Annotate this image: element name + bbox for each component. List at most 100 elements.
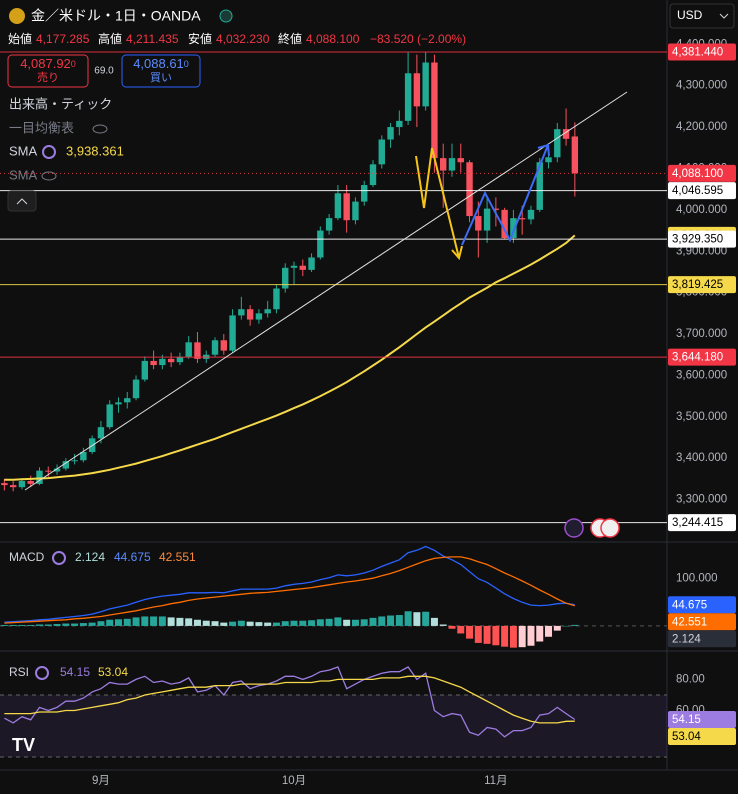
candle-body: [211, 340, 219, 355]
indicator-line: [4, 556, 575, 624]
histogram-bar: [211, 621, 219, 626]
histogram-bar: [281, 621, 289, 626]
settings-icon[interactable]: [52, 551, 66, 565]
settings-icon[interactable]: [35, 666, 49, 680]
indicator-legend: 一目均衡表: [9, 120, 74, 135]
histogram-bar: [62, 623, 70, 626]
drawn-zigzag: [461, 144, 549, 246]
ohlc-label: 始値: [8, 31, 32, 46]
price-tag-label: 4,046.595: [672, 185, 723, 197]
histogram-bar: [193, 619, 201, 626]
sell-price: 4,087.920: [20, 56, 76, 71]
candle-body: [317, 230, 324, 258]
ohlc-label: 安値: [188, 31, 212, 46]
price-tag-label: 4,088.100: [672, 168, 723, 180]
y-tick-label: 3,900.000: [676, 245, 727, 257]
hidden-icon[interactable]: [92, 124, 108, 134]
arrow-head: [537, 143, 550, 157]
histogram-bar: [562, 625, 570, 627]
candle-body: [255, 313, 263, 320]
drawn-zigzag: [415, 147, 460, 259]
candle-body: [510, 218, 517, 239]
legend-value: 53.04: [98, 665, 128, 679]
legend-value: 42.551: [159, 550, 196, 564]
change: −83.520 (−2.00%): [370, 32, 466, 46]
candle-body: [308, 257, 315, 270]
histogram-bar: [483, 625, 491, 644]
candle-body: [325, 218, 333, 231]
indicator-legend: SMA: [9, 143, 38, 158]
pip: 0: [71, 59, 76, 69]
histogram-bar: [334, 617, 342, 626]
histogram-bar: [422, 611, 430, 626]
x-tick-label: 11月: [484, 775, 507, 787]
histogram-bar: [430, 617, 438, 626]
logo: TV: [12, 735, 35, 755]
candle-body: [466, 162, 473, 217]
candle-body: [518, 218, 526, 220]
candle-body: [194, 342, 201, 359]
histogram-bar: [141, 616, 149, 626]
ohlc-value: 4,088.100: [306, 32, 360, 46]
histogram-bar: [18, 624, 26, 626]
pip: 0: [184, 59, 189, 69]
candle-body: [527, 209, 535, 220]
histogram-bar: [404, 611, 412, 626]
hidden-icon[interactable]: [41, 171, 57, 181]
x-tick-label: 10月: [282, 775, 306, 787]
symbol-title: 金／米ドル・1日・OANDA: [31, 8, 201, 24]
histogram-bar: [439, 624, 447, 626]
y-tick-label: 3,700.000: [676, 328, 727, 340]
histogram-bar: [360, 619, 368, 626]
candle-body: [562, 129, 570, 139]
candle-body: [440, 158, 447, 171]
layout: [0, 0, 738, 771]
candle-body: [45, 470, 52, 472]
candle-body: [27, 480, 34, 484]
collapse-button[interactable]: [7, 190, 37, 212]
candle-body: [220, 340, 227, 351]
legend-value: 54.15: [60, 665, 90, 679]
trend-line: [24, 91, 628, 491]
legend-value: 2.124: [75, 550, 105, 564]
event-icon[interactable]: [564, 518, 584, 538]
currency-select[interactable]: [669, 3, 735, 29]
candle-body: [141, 360, 149, 380]
histogram-bar: [229, 621, 237, 626]
histogram-bar: [9, 624, 17, 626]
candle-body: [536, 162, 543, 210]
candle-body: [106, 404, 113, 428]
histogram-bar: [150, 616, 158, 626]
candle-body: [246, 309, 254, 320]
histogram-bar: [79, 623, 87, 626]
price-tag-label: 53.04: [672, 731, 701, 743]
ohlc-label: 高値: [98, 31, 122, 46]
histogram-bar: [553, 625, 561, 631]
candle-body: [492, 208, 500, 210]
candle-body: [1, 483, 8, 486]
candle-body: [290, 265, 298, 268]
ohlc-value: 4,177.285: [36, 32, 90, 46]
price-tag-label: 3,244.415: [672, 517, 723, 529]
histogram-bar: [123, 618, 131, 626]
histogram-bar: [378, 616, 386, 626]
price: 4,088.61: [133, 56, 184, 71]
histogram-bar: [158, 616, 166, 626]
price-tag-label: 54.15: [672, 714, 701, 726]
sell-button[interactable]: [7, 54, 89, 88]
histogram-bar: [351, 619, 359, 626]
candle-body: [475, 216, 482, 231]
y-tick-label: 80.00: [676, 673, 705, 685]
price-tag-label: 3,929.350: [672, 234, 723, 246]
histogram-bar: [369, 617, 377, 626]
indicator-legend: SMA: [9, 167, 38, 182]
price-tag: [668, 348, 736, 366]
buy-button[interactable]: [121, 54, 201, 88]
candle-body: [238, 309, 245, 316]
indicator-line: [4, 545, 575, 623]
settings-icon[interactable]: [42, 145, 56, 159]
candle-body: [545, 157, 552, 163]
histogram-bar: [0, 624, 8, 626]
flag-icon[interactable]: [600, 518, 620, 538]
